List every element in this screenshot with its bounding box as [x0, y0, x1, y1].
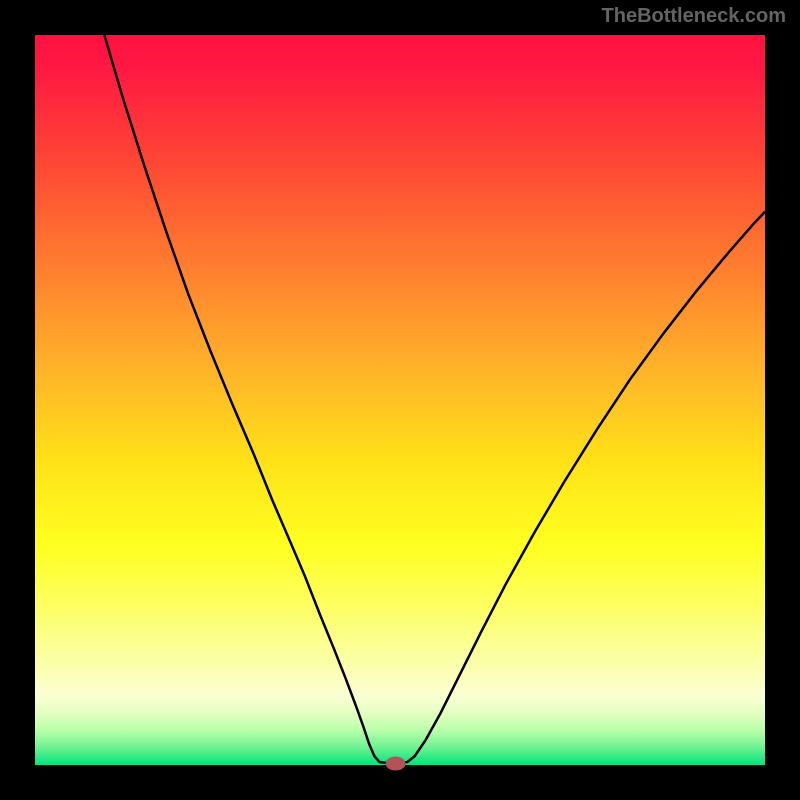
optimum-marker	[386, 757, 406, 771]
watermark-text: TheBottleneck.com	[602, 5, 786, 28]
gradient-background	[35, 35, 765, 765]
chart-container: TheBottleneck.com	[0, 0, 800, 800]
chart-svg	[0, 0, 800, 800]
